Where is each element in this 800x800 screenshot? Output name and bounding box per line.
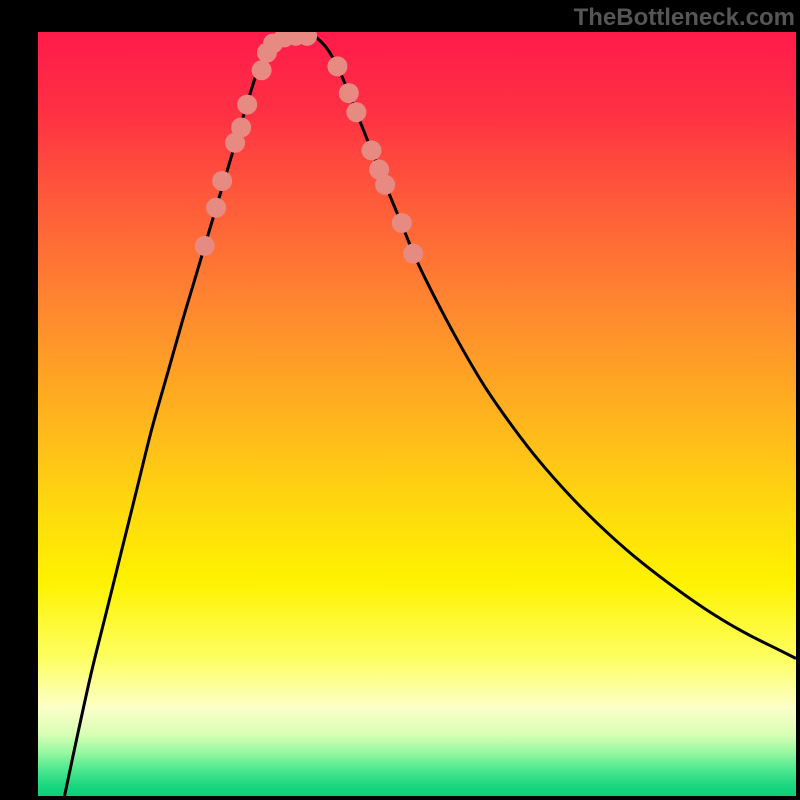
marker-dot [375, 175, 395, 195]
marker-dot [237, 95, 257, 115]
marker-dot [212, 171, 232, 191]
plot-area [38, 32, 796, 796]
marker-dot [392, 213, 412, 233]
gradient-background [38, 32, 796, 796]
marker-dot [362, 140, 382, 160]
marker-dot [327, 56, 347, 76]
marker-dot [403, 244, 423, 264]
marker-dot [195, 236, 215, 256]
marker-dot [339, 83, 359, 103]
marker-dot [252, 60, 272, 80]
watermark-text: TheBottleneck.com [574, 4, 795, 32]
marker-dot [206, 198, 226, 218]
marker-dot [231, 118, 251, 138]
chart-svg [38, 32, 796, 796]
marker-dot [346, 102, 366, 122]
